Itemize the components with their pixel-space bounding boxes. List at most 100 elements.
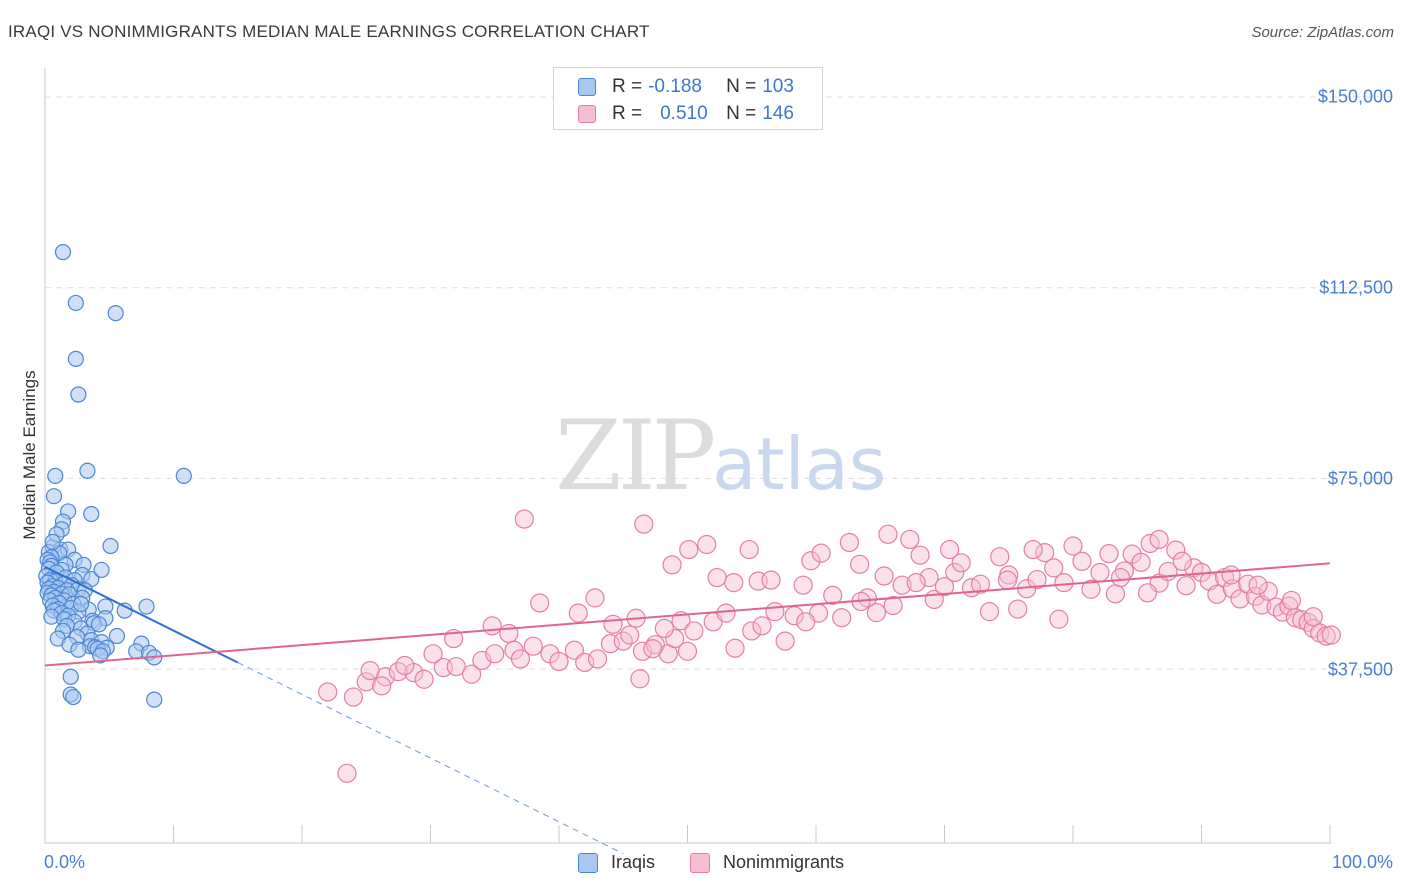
nonimmigrants-point [697, 534, 717, 555]
legend-label-nonimmigrants: Nonimmigrants [723, 852, 845, 872]
nonimmigrants-point [866, 603, 886, 623]
nonimmigrants-point [665, 628, 685, 649]
nonimmigrants-point [1149, 529, 1169, 550]
nonimmigrants-point [1049, 609, 1069, 629]
nonimmigrants-point [910, 545, 930, 565]
nonimmigrants-point [662, 555, 682, 575]
nonimmigrants-point [514, 509, 534, 529]
nonimmigrants-point [1248, 575, 1268, 595]
iraqis-point [67, 294, 84, 312]
nonimmigrants-point [1221, 565, 1241, 585]
iraqis-trend-extension [237, 662, 624, 855]
nonimmigrants-point [1166, 540, 1186, 560]
nonimmigrants-point [1230, 589, 1250, 609]
y-axis-label: Median Male Earnings [20, 370, 39, 540]
nonimmigrants-point [684, 621, 704, 641]
nonimmigrants-point [1222, 579, 1242, 599]
nonimmigrants-point [1105, 584, 1126, 604]
legend-r-label: R = [612, 103, 643, 124]
nonimmigrants-point [530, 593, 550, 613]
nonimmigrants-point [793, 575, 813, 595]
nonimmigrants-point [832, 608, 852, 628]
nonimmigrants-point [707, 567, 727, 588]
trend-lines [44, 562, 1331, 855]
legend-row-iraqis: R = -0.188 N = 103 [578, 76, 794, 98]
nonimmigrants-point [1044, 558, 1064, 578]
nonimmigrants-point [823, 585, 843, 605]
iraqis-point [108, 627, 126, 645]
nonimmigrants-point [1027, 569, 1047, 590]
nonimmigrants-point [446, 656, 466, 677]
legend-n-value-iraqis: 103 [762, 76, 794, 97]
iraqis-point [90, 616, 108, 633]
nonimmigrants-point [485, 644, 505, 664]
iraqis-point [54, 243, 72, 261]
iraqis-point [67, 350, 84, 367]
nonimmigrants-point [1176, 576, 1196, 596]
nonimmigrants-point [318, 682, 338, 702]
nonimmigrants-point [395, 655, 415, 676]
nonimmigrants-point [337, 763, 357, 783]
nonimmigrants-point [575, 652, 595, 673]
legend-item-nonimmigrants: Nonimmigrants [690, 852, 844, 873]
nonimmigrants-point [775, 631, 795, 651]
iraqis-point [175, 467, 192, 484]
nonimmigrants-point [874, 566, 894, 586]
legend-r-value-iraqis: -0.188 [648, 76, 702, 97]
nonimmigrants-point [568, 603, 588, 623]
nonimmigrants-point [414, 669, 434, 689]
x-tick-label-max: 100.0% [1331, 852, 1393, 872]
nonimmigrants-point [1140, 533, 1160, 554]
nonimmigrants-point [1258, 581, 1278, 601]
series-legend: Iraqis Nonimmigrants [0, 852, 1406, 876]
legend-label-iraqis: Iraqis [611, 852, 656, 872]
iraqis-point [92, 647, 109, 664]
chart-title: IRAQI VS NONIMMIGRANTS MEDIAN MALE EARNI… [8, 22, 650, 41]
nonimmigrants-point [919, 567, 939, 588]
nonimmigrants-point [1172, 551, 1192, 571]
iraqis-point [93, 561, 110, 579]
nonimmigrants-point [1099, 544, 1119, 564]
nonimmigrants-point [796, 612, 816, 632]
nonimmigrants-point [1090, 562, 1110, 583]
iraqis-point [45, 488, 63, 505]
nonimmigrants-point [1110, 567, 1131, 588]
nonimmigrants-point [643, 639, 663, 659]
nonimmigrants-point [850, 554, 870, 574]
nonimmigrants-point [356, 672, 376, 692]
nonimmigrants-point [1238, 574, 1258, 594]
iraqis-point [79, 462, 96, 479]
x-tick-label-min: 0.0% [44, 852, 86, 872]
nonimmigrants-point [1137, 583, 1158, 603]
watermark-zip: ZIP [555, 400, 716, 512]
nonimmigrants-point [883, 595, 903, 616]
series-iraqis [38, 243, 192, 708]
nonimmigrants-point [1054, 573, 1074, 593]
nonimmigrants-point [1072, 551, 1092, 571]
nonimmigrants-point [1023, 539, 1043, 560]
nonimmigrants-point [716, 603, 736, 623]
nonimmigrants-point [951, 553, 971, 573]
iraqis-point [72, 595, 90, 613]
nonimmigrants-point [724, 573, 744, 593]
nonimmigrants-point [523, 636, 543, 656]
iraqis-point [62, 668, 79, 685]
nonimmigrants-point [510, 649, 531, 669]
nonimmigrants-point [839, 532, 860, 553]
iraqis-point [70, 386, 87, 403]
nonimmigrants-point [630, 669, 650, 689]
nonimmigrants-point [654, 618, 674, 639]
nonimmigrants-point [801, 551, 821, 571]
nonimmigrants-point [1063, 536, 1083, 556]
iraqis-point [47, 467, 64, 484]
nonimmigrants-point [990, 547, 1010, 567]
nonimmigrants-point [343, 687, 363, 707]
legend-r-value-nonimmigrants: 0.510 [660, 103, 708, 124]
nonimmigrants-point [679, 539, 699, 560]
nonimmigrants-point [940, 539, 960, 560]
legend-n-label: N = [726, 103, 757, 124]
y-tick-label-75000: $75,000 [1327, 468, 1393, 489]
watermark-atlas: atlas [712, 422, 887, 506]
iraqis-point [70, 641, 87, 658]
